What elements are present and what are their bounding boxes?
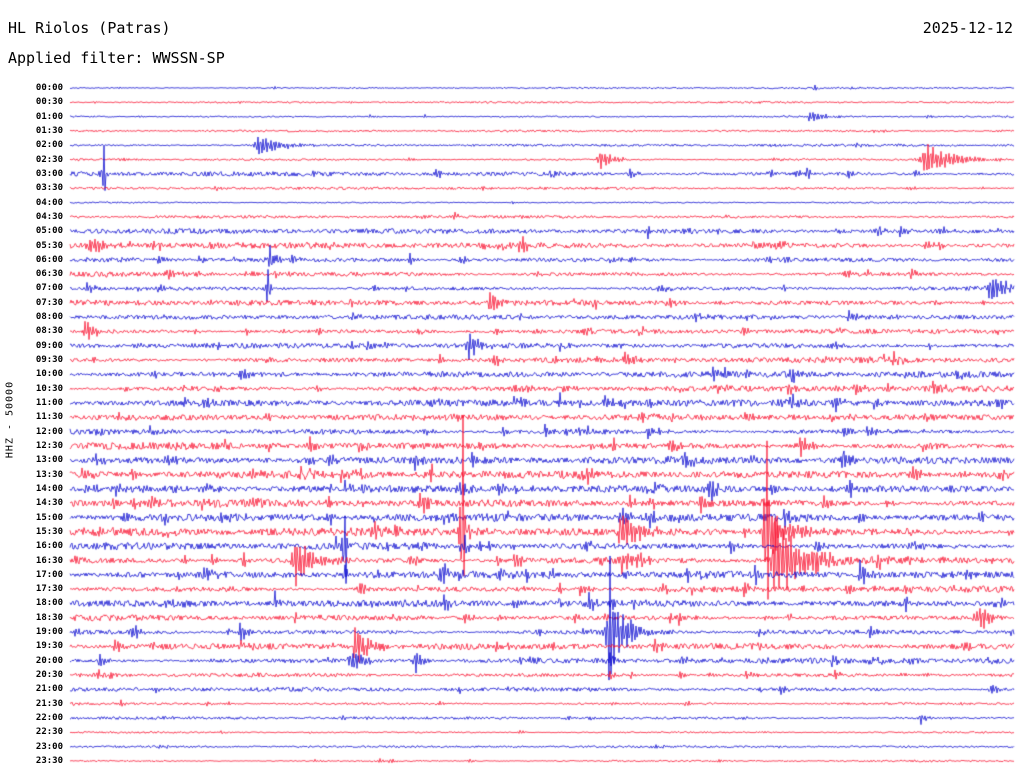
time-label: 02:00 xyxy=(35,140,63,151)
time-label: 06:00 xyxy=(35,254,63,265)
filter-label: Applied filter: WWSSN-SP xyxy=(8,49,225,67)
station-title: HL Riolos (Patras) xyxy=(8,19,171,37)
time-label: 19:30 xyxy=(35,641,63,652)
time-label: 16:30 xyxy=(35,555,63,566)
time-label: 10:30 xyxy=(35,383,63,394)
time-label: 08:00 xyxy=(35,312,63,323)
time-label: 22:00 xyxy=(35,713,63,724)
time-label: 03:00 xyxy=(35,168,63,179)
time-label: 03:30 xyxy=(35,183,63,194)
time-label: 20:00 xyxy=(35,655,63,666)
time-label: 01:30 xyxy=(35,125,63,136)
time-label: 19:00 xyxy=(35,627,63,638)
time-label: 04:30 xyxy=(35,211,63,222)
time-label: 13:00 xyxy=(35,455,63,466)
time-label: 17:30 xyxy=(35,584,63,595)
time-label: 09:00 xyxy=(35,340,63,351)
time-label: 12:30 xyxy=(35,440,63,451)
time-label: 07:00 xyxy=(35,283,63,294)
time-label: 07:30 xyxy=(35,297,63,308)
time-label: 02:30 xyxy=(35,154,63,165)
time-label: 15:30 xyxy=(35,526,63,537)
time-label: 18:00 xyxy=(35,598,63,609)
time-label: 14:30 xyxy=(35,498,63,509)
time-label: 11:30 xyxy=(35,412,63,423)
time-label: 23:00 xyxy=(35,741,63,752)
time-label: 04:00 xyxy=(35,197,63,208)
time-label: 12:00 xyxy=(35,426,63,437)
time-label: 16:00 xyxy=(35,541,63,552)
time-label: 23:30 xyxy=(35,756,63,766)
time-label: 22:30 xyxy=(35,727,63,738)
time-label: 21:00 xyxy=(35,684,63,695)
time-label: 15:00 xyxy=(35,512,63,523)
time-label: 14:00 xyxy=(35,483,63,494)
time-label: 00:30 xyxy=(35,97,63,108)
time-label: 11:00 xyxy=(35,398,63,409)
time-label: 05:30 xyxy=(35,240,63,251)
record-date: 2025-12-12 xyxy=(922,19,1013,37)
time-label: 20:30 xyxy=(35,670,63,681)
time-label: 13:30 xyxy=(35,469,63,480)
time-label: 09:30 xyxy=(35,355,63,366)
time-label: 08:30 xyxy=(35,326,63,337)
time-label: 21:30 xyxy=(35,698,63,709)
time-label: 05:00 xyxy=(35,226,63,237)
time-label: 01:00 xyxy=(35,111,63,122)
time-label: 00:00 xyxy=(35,83,63,93)
time-label: 18:30 xyxy=(35,612,63,623)
time-label: 17:00 xyxy=(35,569,63,580)
time-label: 06:30 xyxy=(35,269,63,280)
time-label: 10:00 xyxy=(35,369,63,380)
